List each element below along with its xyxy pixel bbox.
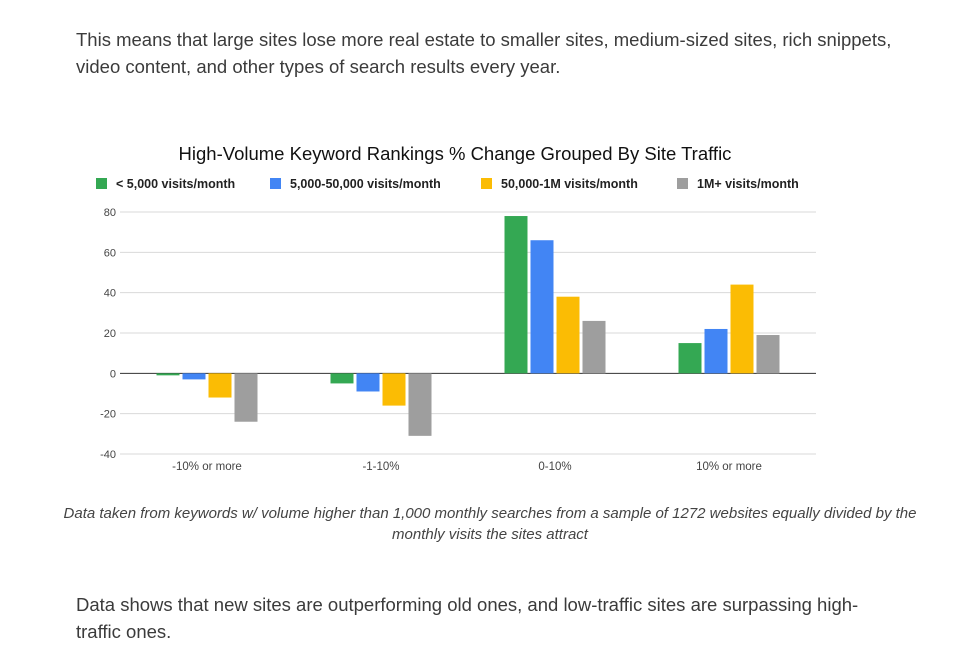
y-tick-label: -20 xyxy=(100,409,116,421)
y-tick-label: 80 xyxy=(104,207,116,219)
bars xyxy=(156,216,780,436)
x-tick-label: 10% or more xyxy=(696,461,762,470)
y-tick-label: -40 xyxy=(100,449,116,461)
legend-label: < 5,000 visits/month xyxy=(116,177,235,191)
y-tick-label: 0 xyxy=(110,368,116,380)
x-axis-labels: -10% or more -1-10% 0-10% 10% or more xyxy=(172,461,762,470)
bar xyxy=(556,296,580,374)
legend-swatch xyxy=(96,178,107,189)
bar xyxy=(234,373,258,422)
bar xyxy=(704,328,728,374)
bar xyxy=(382,373,406,406)
bar xyxy=(582,320,606,374)
chart-legend: < 5,000 visits/month 5,000-50,000 visits/… xyxy=(96,177,799,191)
x-tick-label: -1-10% xyxy=(362,461,399,470)
conclusion-paragraph: Data shows that new sites are outperform… xyxy=(76,594,859,642)
bar xyxy=(408,373,432,436)
bar xyxy=(182,373,206,380)
legend-label: 1M+ visits/month xyxy=(697,177,799,191)
bar xyxy=(756,335,780,374)
y-tick-label: 20 xyxy=(104,328,116,340)
bar xyxy=(504,216,528,374)
bar xyxy=(330,373,354,384)
bar xyxy=(356,373,380,392)
intro-paragraph: This means that large sites lose more re… xyxy=(76,29,892,77)
gridlines: 80 60 40 20 0 -20 -40 xyxy=(100,207,816,461)
legend-label: 5,000-50,000 visits/month xyxy=(290,177,441,191)
bar xyxy=(156,373,180,376)
x-tick-label: -10% or more xyxy=(172,461,242,470)
y-tick-label: 40 xyxy=(104,288,116,300)
legend-label: 50,000-1M visits/month xyxy=(501,177,638,191)
legend-swatch xyxy=(677,178,688,189)
bar xyxy=(530,240,554,374)
bar xyxy=(730,284,754,374)
bar xyxy=(208,373,232,398)
y-tick-label: 60 xyxy=(104,247,116,259)
legend-swatch xyxy=(481,178,492,189)
bar-chart: High-Volume Keyword Rankings % Change Gr… xyxy=(96,143,816,470)
legend-swatch xyxy=(270,178,281,189)
bar xyxy=(678,343,702,374)
chart-title: High-Volume Keyword Rankings % Change Gr… xyxy=(179,143,732,164)
x-tick-label: 0-10% xyxy=(538,461,571,470)
chart-caption: Data taken from keywords w/ volume highe… xyxy=(63,505,917,543)
